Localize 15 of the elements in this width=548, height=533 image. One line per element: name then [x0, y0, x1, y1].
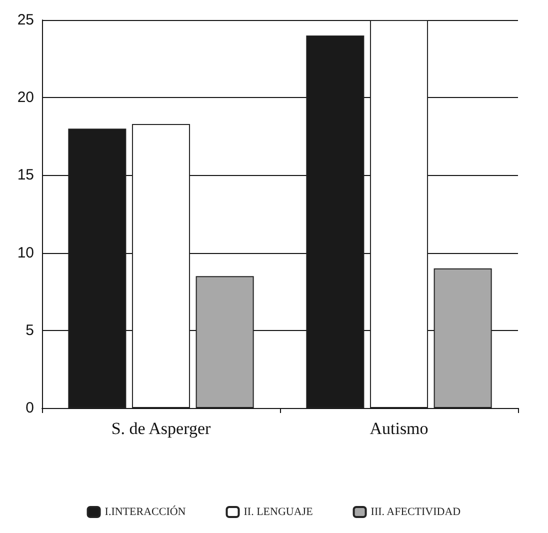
y-tick-label: 25: [17, 12, 34, 28]
bar: [196, 276, 254, 408]
y-tick-label: 15: [17, 166, 34, 184]
y-tick-label: 20: [17, 89, 34, 106]
legend-label: III. AFECTIVIDAD: [370, 506, 461, 518]
bar: [370, 20, 428, 408]
y-tick-label: 10: [17, 244, 34, 262]
bar: [434, 268, 492, 408]
x-tick-label: Autismo: [370, 419, 428, 438]
y-tick-label: 0: [26, 400, 34, 416]
legend-label: II. LENGUAJE: [244, 506, 314, 518]
bar: [132, 124, 190, 408]
x-tick-label: S. de Asperger: [111, 419, 211, 438]
legend-label: I.INTERACCIÓN: [104, 505, 186, 518]
y-tick-label: 5: [26, 322, 34, 339]
